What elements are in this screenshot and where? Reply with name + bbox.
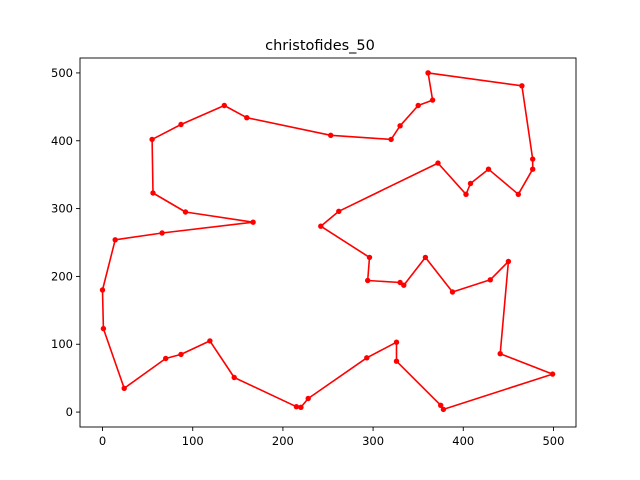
- data-point: [440, 406, 447, 413]
- data-point: [397, 123, 403, 129]
- y-tick-label: 400: [51, 134, 73, 148]
- data-point: [149, 136, 155, 143]
- data-point: [393, 358, 400, 364]
- data-point: [100, 325, 107, 332]
- data-point: [163, 355, 169, 362]
- data-point: [250, 219, 256, 225]
- data-point: [182, 209, 189, 215]
- data-point: [519, 83, 525, 89]
- x-tick-label: 200: [272, 434, 294, 448]
- data-point: [178, 351, 184, 358]
- data-point: [121, 385, 127, 391]
- data-point: [159, 230, 165, 236]
- data-point: [425, 70, 431, 76]
- data-point: [530, 166, 536, 172]
- x-tick-label: 500: [542, 434, 564, 448]
- data-point: [221, 102, 227, 109]
- data-point: [505, 258, 512, 265]
- data-point: [463, 191, 469, 197]
- chart-title: christofides_50: [265, 38, 375, 54]
- x-axis: 0 100 200 300 400 500: [99, 427, 564, 448]
- x-tick-label: 300: [362, 434, 384, 448]
- data-point: [365, 277, 371, 284]
- data-point: [485, 166, 492, 172]
- data-point: [364, 355, 370, 361]
- data-point: [318, 223, 324, 229]
- y-tick-label: 0: [66, 405, 73, 419]
- x-tick-label: 100: [182, 434, 204, 448]
- data-point: [397, 279, 403, 286]
- data-point: [112, 237, 118, 243]
- data-point: [207, 338, 213, 344]
- data-point: [422, 254, 429, 261]
- data-point: [231, 374, 237, 381]
- data-point: [244, 115, 250, 121]
- data-point: [438, 402, 444, 408]
- data-point: [415, 102, 421, 109]
- data-point: [305, 395, 311, 402]
- data-point: [150, 190, 156, 196]
- data-point: [328, 132, 334, 138]
- data-point: [99, 287, 106, 293]
- x-tick-label: 400: [452, 434, 474, 448]
- y-tick-label: 100: [51, 337, 73, 351]
- data-point: [401, 282, 407, 288]
- data-point: [178, 121, 184, 128]
- data-point: [467, 180, 474, 187]
- data-point: [515, 191, 521, 197]
- plot-area: [99, 70, 556, 413]
- y-axis: 0 100 200 300 400 500: [51, 66, 80, 419]
- data-point: [429, 97, 436, 103]
- x-tick-label: 0: [99, 434, 106, 448]
- data-point: [497, 351, 503, 357]
- data-point: [435, 160, 441, 166]
- data-point: [449, 289, 456, 295]
- data-point: [336, 208, 342, 214]
- axes-frame: [79, 57, 577, 428]
- data-point: [487, 277, 493, 283]
- data-point: [293, 404, 300, 410]
- data-point: [298, 404, 304, 410]
- data-point: [530, 156, 536, 162]
- y-tick-label: 200: [51, 269, 73, 283]
- y-tick-label: 500: [51, 66, 73, 80]
- y-tick-label: 300: [51, 202, 73, 216]
- data-point: [393, 339, 400, 345]
- series-line: [101, 72, 554, 411]
- data-point: [388, 136, 394, 143]
- data-point: [549, 371, 556, 377]
- data-point: [366, 254, 373, 261]
